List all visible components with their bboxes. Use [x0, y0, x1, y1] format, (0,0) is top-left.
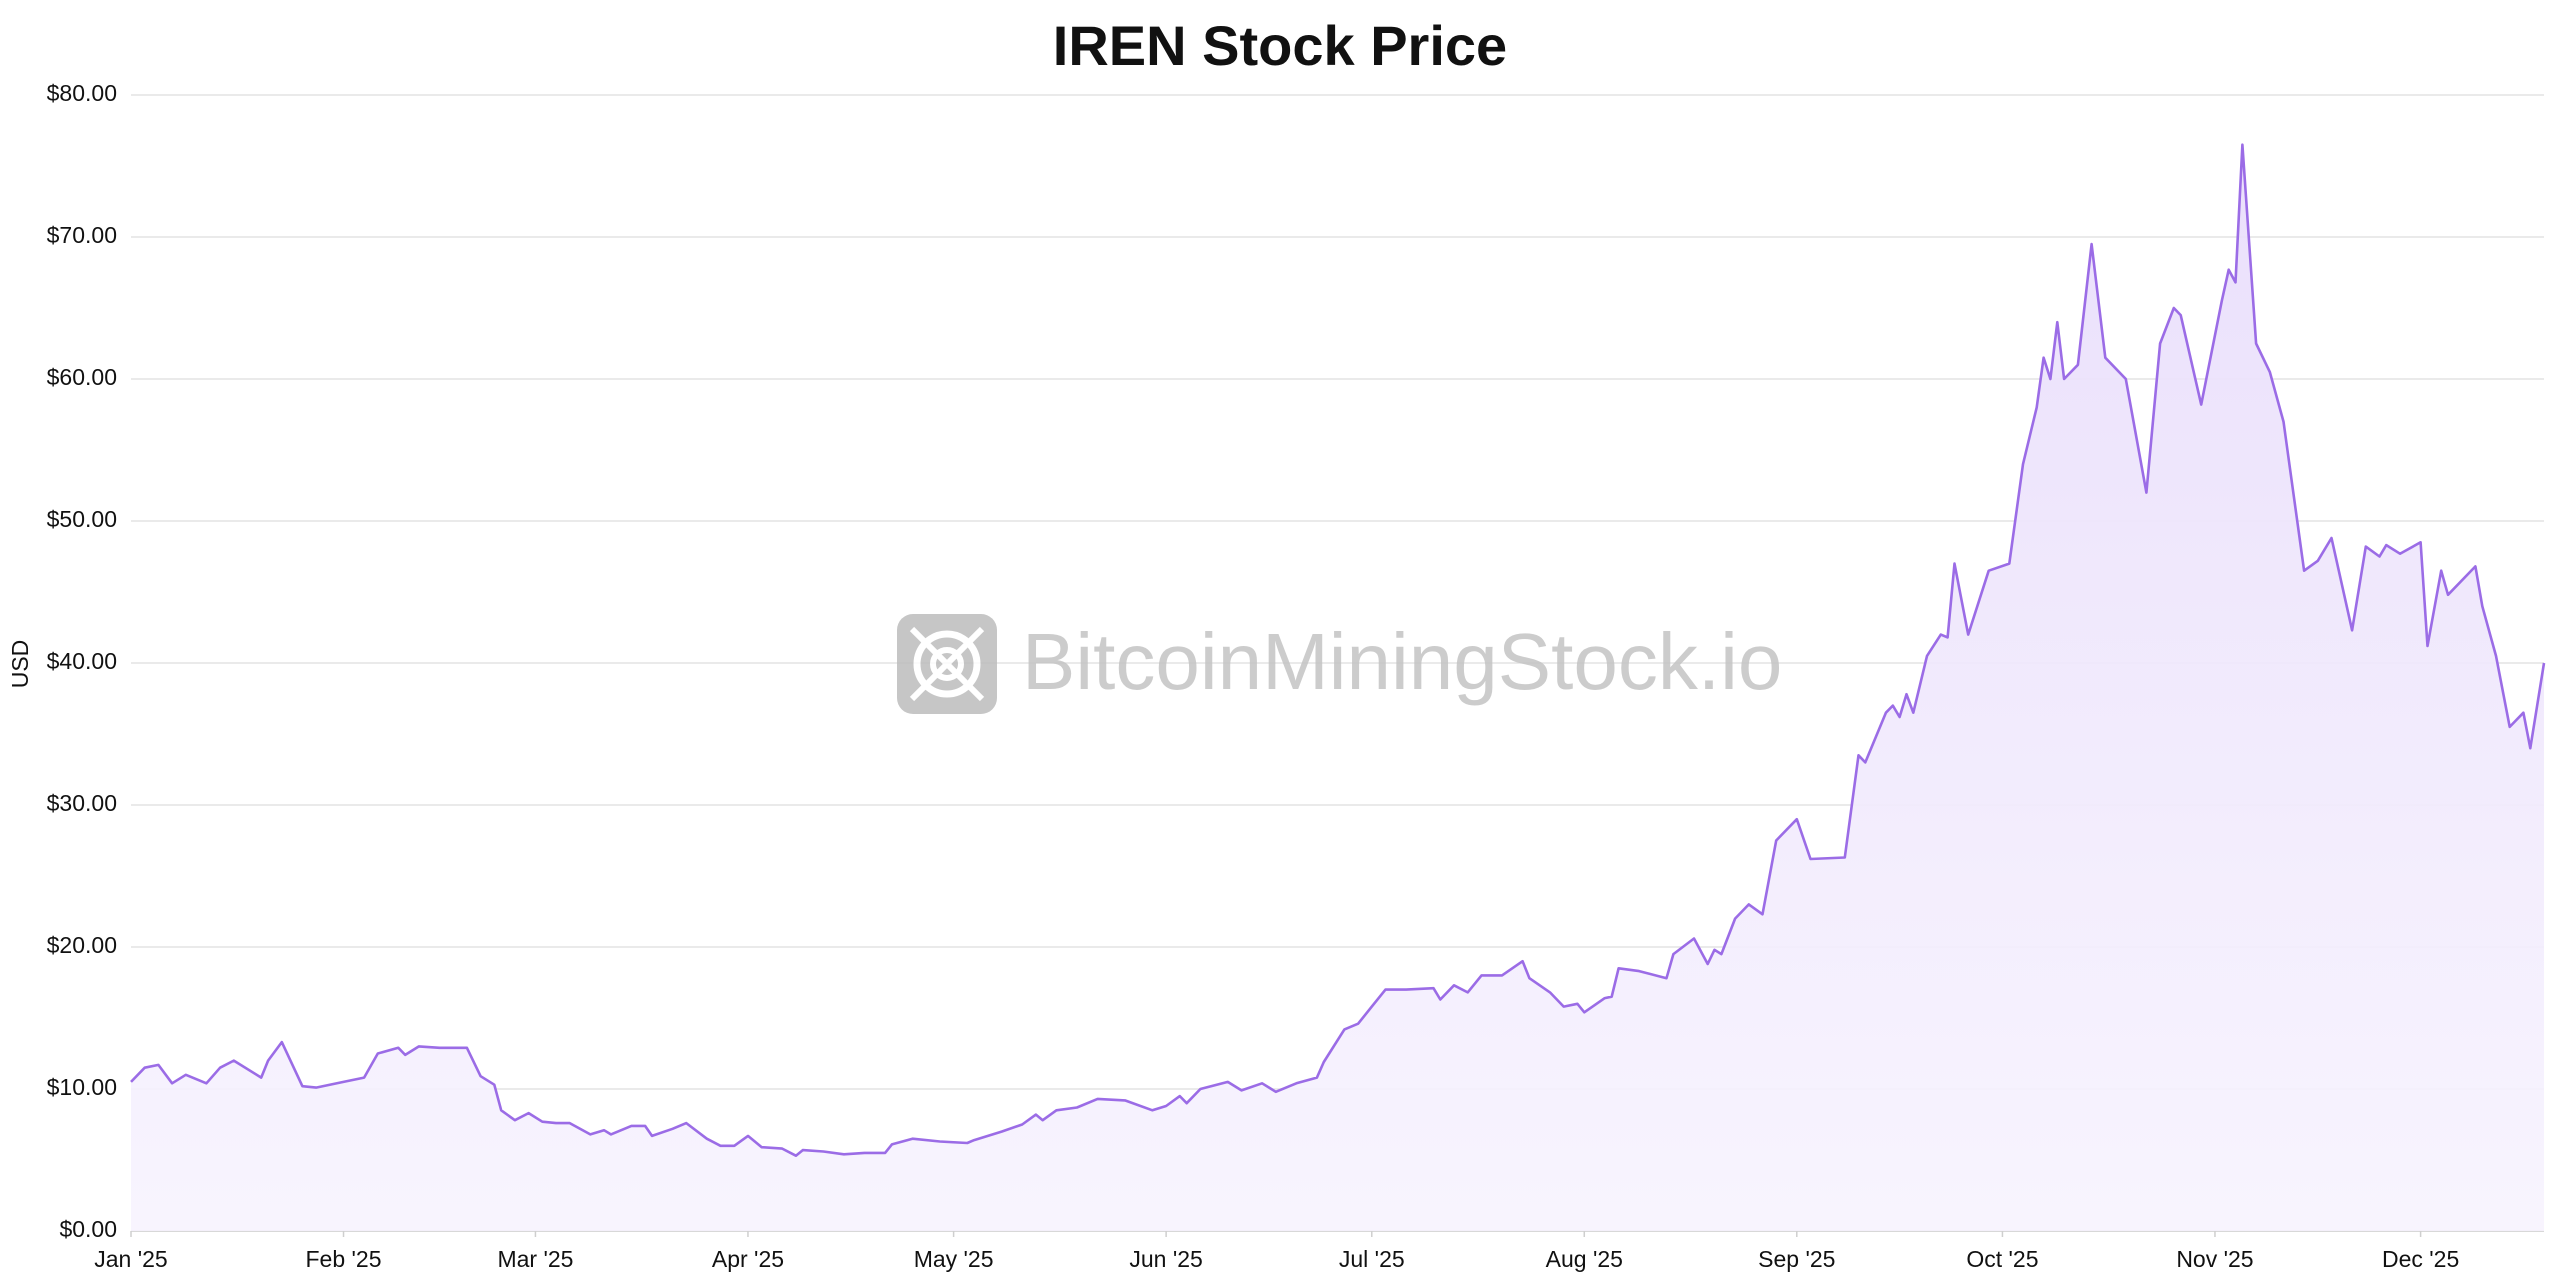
x-tick-label: Mar '25 [497, 1246, 573, 1272]
watermark-text: BitcoinMiningStock.io [1022, 617, 1782, 706]
watermark-icon-line [909, 626, 985, 702]
watermark-icon-core [930, 647, 964, 681]
y-tick-label: $80.00 [47, 80, 117, 106]
y-tick-label: $30.00 [47, 790, 117, 816]
chart-title: IREN Stock Price [1053, 14, 1507, 77]
y-axis-label: USD [7, 640, 33, 689]
x-tick-label: Dec '25 [2382, 1246, 2459, 1272]
y-tick-label: $40.00 [47, 648, 117, 674]
x-tick-label: May '25 [914, 1246, 994, 1272]
x-tick-label: Aug '25 [1546, 1246, 1623, 1272]
y-tick-label: $20.00 [47, 932, 117, 958]
price-line [130, 143, 2546, 1157]
x-tick-label: Feb '25 [306, 1246, 382, 1272]
x-tick-label: Sep '25 [1758, 1246, 1835, 1272]
x-tick-label: Jan '25 [94, 1246, 167, 1272]
y-tick-label: $70.00 [47, 222, 117, 248]
x-tick-label: Nov '25 [2176, 1246, 2253, 1272]
y-tick-label: $0.00 [59, 1216, 117, 1242]
x-tick-label: Jun '25 [1129, 1246, 1202, 1272]
x-tick-label: Apr '25 [712, 1246, 784, 1272]
y-tick-label: $50.00 [47, 506, 117, 532]
x-tick-label: Jul '25 [1339, 1246, 1405, 1272]
x-tick-label: Oct '25 [1966, 1246, 2038, 1272]
y-tick-label: $60.00 [47, 364, 117, 390]
watermark: BitcoinMiningStock.io [897, 614, 1782, 714]
watermark-icon-ring [913, 630, 981, 698]
area-fill [131, 144, 2544, 1232]
y-tick-label: $10.00 [47, 1074, 117, 1100]
